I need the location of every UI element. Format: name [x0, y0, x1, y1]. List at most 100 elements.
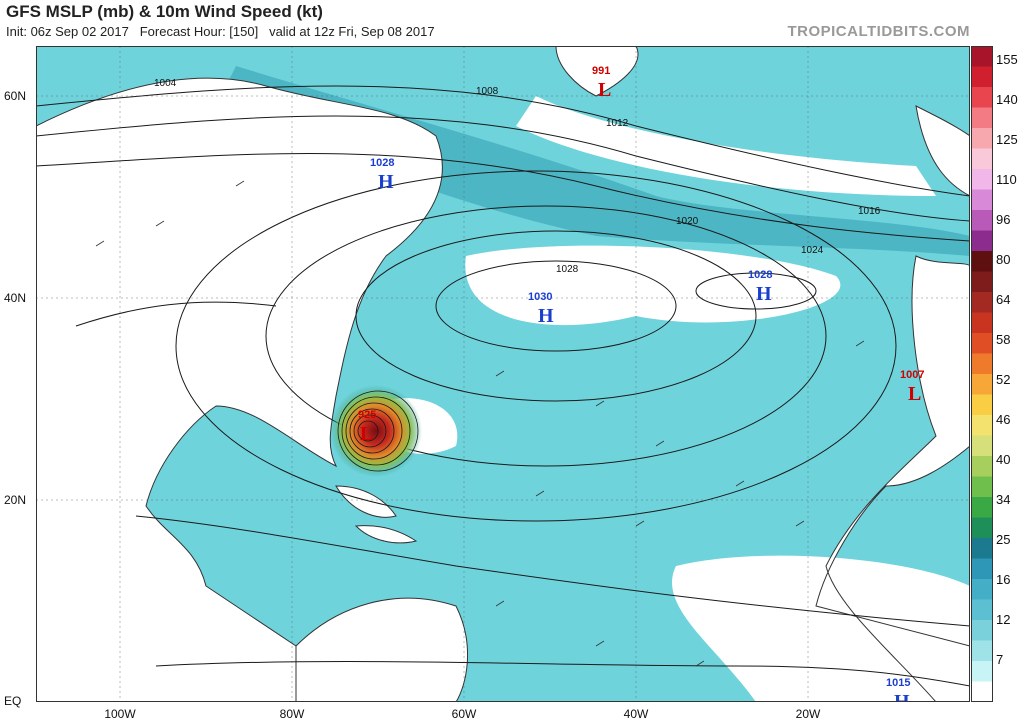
lon-label: 20W	[795, 707, 821, 721]
forecast-hour: Forecast Hour: [150]	[139, 24, 259, 39]
lat-label: 20N	[4, 493, 27, 507]
colorbar-swatch	[971, 599, 993, 621]
colorbar-swatch	[971, 661, 993, 682]
high-marker: H	[894, 691, 910, 702]
colorbar-swatch	[971, 169, 993, 190]
wind-barbs	[95, 180, 865, 667]
land-masses	[36, 46, 970, 702]
colorbar-swatch	[971, 312, 993, 334]
isobar-labels: 1004 1008 1012 1016 1020 1024 1028	[154, 78, 881, 275]
colorbar-swatch	[971, 107, 993, 129]
isobars	[36, 85, 970, 687]
high-marker: H	[756, 283, 772, 305]
center-value: 925	[358, 409, 376, 421]
colorbar-swatch	[971, 210, 993, 231]
colorbar-swatch	[971, 640, 993, 662]
lon-label: 40W	[623, 707, 649, 721]
pressure-center: 1030 H	[528, 291, 554, 327]
map-canvas: 1004 1008 1012 1016 1020 1024 1028 925 L…	[36, 46, 970, 702]
colorbar-tick-label: 52	[996, 372, 1011, 387]
low-marker: L	[360, 423, 373, 445]
lon-label: 60W	[451, 707, 477, 721]
colorbar-swatch	[971, 128, 993, 149]
colorbar-tick-label: 46	[996, 412, 1011, 427]
colorbar-swatch	[971, 230, 993, 252]
graticule	[36, 46, 970, 702]
colorbar-swatch	[971, 87, 993, 108]
colorbar-swatch	[971, 66, 993, 88]
pressure-center: 1007 L	[900, 369, 924, 405]
colorbar-tick-label: 125	[996, 132, 1018, 147]
colorbar-swatch	[971, 46, 993, 67]
lat-label: 40N	[4, 291, 27, 305]
pressure-center: 1028 H	[370, 157, 394, 193]
lat-label: 60N	[4, 89, 27, 103]
colorbar-tick-label: 155	[996, 52, 1018, 67]
init-time: Init: 06z Sep 02 2017	[6, 24, 129, 39]
brand-watermark: TROPICALTIDBITS.COM	[787, 23, 970, 40]
lon-label: 80W	[279, 707, 305, 721]
map-frame	[36, 46, 970, 702]
pressure-centers: 925 L 1028 H 1030 H 1028 H 991 L 1007 L …	[358, 65, 924, 702]
colorbar-swatch	[971, 497, 993, 518]
center-value: 1028	[370, 157, 394, 169]
pressure-center: 925 L	[358, 409, 376, 445]
colorbar-tick-label: 12	[996, 612, 1011, 627]
center-value: 1015	[886, 677, 910, 689]
colorbar-swatch	[971, 579, 993, 600]
center-value: 1030	[528, 291, 552, 303]
colorbar-swatch	[971, 374, 993, 395]
colorbar-tick-label: 7	[996, 652, 1004, 667]
colorbar-swatch	[971, 394, 993, 416]
isobar-label: 1024	[801, 245, 824, 256]
colorbar-swatch	[971, 292, 993, 313]
colorbar-swatch	[971, 353, 993, 375]
lat-label: EQ	[4, 694, 22, 708]
colorbar-swatch	[971, 271, 993, 293]
valid-time: valid at 12z Fri, Sep 08 2017	[269, 24, 435, 39]
colorbar-swatch	[971, 333, 993, 354]
low-marker: L	[908, 383, 921, 405]
colorbar-tick-label: 16	[996, 572, 1011, 587]
colorbar-tick-label: 58	[996, 332, 1011, 347]
pressure-center: 1015 H	[886, 677, 910, 702]
isobar-label: 1028	[556, 264, 579, 275]
colorbar-swatch	[971, 189, 993, 211]
high-marker: H	[538, 305, 554, 327]
colorbar-swatch	[971, 517, 993, 539]
hurricane-core	[330, 385, 422, 477]
isobar-label: 1012	[606, 118, 629, 129]
colorbar-swatch	[971, 435, 993, 457]
colorbar-tick-label: 34	[996, 492, 1011, 507]
isobar-label: 1020	[676, 216, 699, 227]
colorbar-tick-label: 40	[996, 452, 1011, 467]
chart-subtitle: Init: 06z Sep 02 2017 Forecast Hour: [15…	[6, 24, 435, 39]
colorbar-tick-label: 80	[996, 252, 1011, 267]
pressure-center: 991 L	[592, 65, 611, 101]
colorbar-swatch	[971, 456, 993, 477]
center-value: 991	[592, 65, 610, 77]
colorbar-tick-label: 64	[996, 292, 1011, 307]
pressure-center: 1028 H	[748, 269, 772, 305]
isobar-label: 1016	[858, 206, 881, 217]
colorbar-swatch	[971, 558, 993, 580]
colorbar-swatch	[971, 415, 993, 436]
colorbar-swatch	[971, 681, 993, 702]
colorbar-tick-label: 110	[996, 172, 1017, 187]
isobar-label: 1004	[154, 78, 177, 89]
low-marker: L	[598, 79, 611, 101]
colorbar-swatch	[971, 148, 993, 170]
high-marker: H	[378, 171, 394, 193]
colorbar-tick-label: 140	[996, 92, 1018, 107]
center-value: 1028	[748, 269, 772, 281]
wind-speed-colorbar	[971, 46, 993, 702]
chart-title: GFS MSLP (mb) & 10m Wind Speed (kt)	[6, 2, 323, 21]
colorbar-tick-label: 96	[996, 212, 1011, 227]
isobar-label: 1008	[476, 86, 499, 97]
colorbar-swatch	[971, 538, 993, 559]
lon-label: 100W	[104, 707, 136, 721]
colorbar-tick-label: 25	[996, 532, 1011, 547]
center-value: 1007	[900, 369, 924, 381]
colorbar-swatch	[971, 251, 993, 272]
colorbar-swatch	[971, 476, 993, 498]
